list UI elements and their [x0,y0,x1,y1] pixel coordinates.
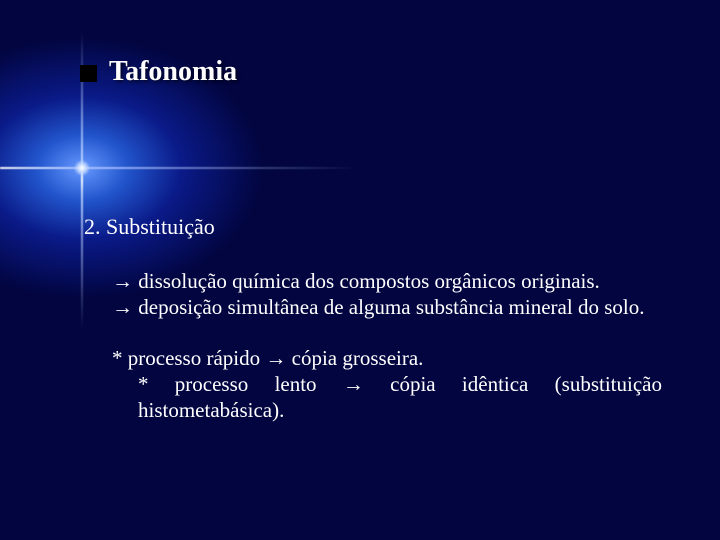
slide-title: Tafonomia [109,56,237,88]
body-text: → dissolução química dos compostos orgân… [112,268,662,423]
square-bullet-icon [80,65,97,82]
note-line-1: * processo rápido → cópia grosseira. [112,345,662,371]
title-row: Tafonomia [80,56,237,88]
bullet-line-2: → deposição simultânea de alguma substân… [112,294,662,320]
section-heading: 2. Substituição [84,214,215,240]
slide-content: Tafonomia 2. Substituição → dissolução q… [0,0,720,540]
bullet-line-1: → dissolução química dos compostos orgân… [112,268,662,294]
note-line-2: * processo lento → cópia idêntica (subst… [112,371,662,424]
